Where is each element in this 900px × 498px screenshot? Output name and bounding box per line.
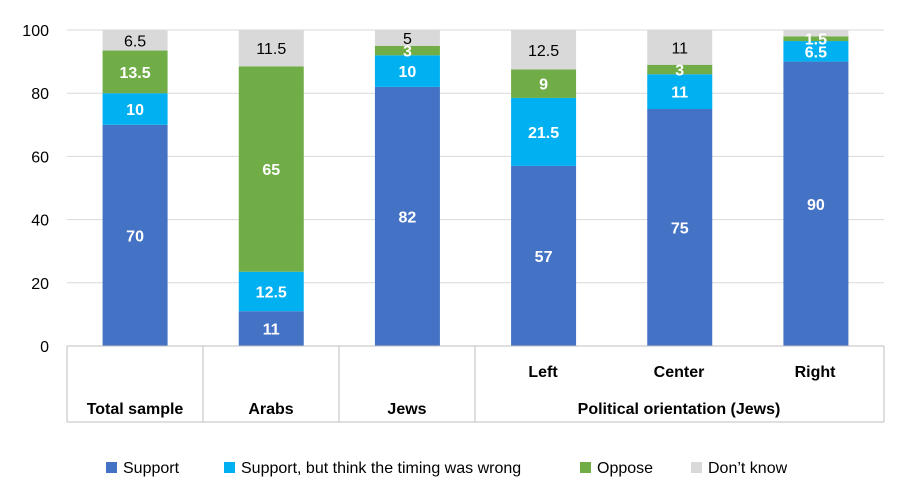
category-label-center: Center bbox=[654, 364, 705, 381]
bar-segment bbox=[102, 93, 168, 125]
data-label: 82 bbox=[399, 209, 417, 226]
data-label: 1.5 bbox=[805, 32, 827, 49]
data-label: 11 bbox=[263, 322, 280, 339]
legend-label: Don’t know bbox=[708, 460, 788, 477]
group-label-jews: Jews bbox=[387, 401, 426, 418]
legend-swatch bbox=[691, 462, 702, 473]
bar-segment bbox=[102, 50, 168, 94]
bar-segment bbox=[783, 36, 849, 42]
legend-swatch bbox=[224, 462, 235, 473]
y-tick-label: 20 bbox=[31, 276, 49, 293]
bar-segment bbox=[783, 61, 849, 346]
bar-segment bbox=[647, 64, 713, 75]
group-label-political-orientation: Political orientation (Jews) bbox=[578, 401, 781, 418]
legend-swatch bbox=[580, 462, 591, 473]
x-axis: Left Center Right Total sample Arabs Jew… bbox=[66, 345, 885, 423]
gridlines bbox=[67, 29, 884, 284]
bar-segment bbox=[647, 30, 713, 65]
group-label-total-sample: Total sample bbox=[87, 401, 184, 418]
data-label: 13.5 bbox=[120, 65, 151, 82]
bar-segment bbox=[647, 74, 713, 109]
y-axis-ticks: 0 20 40 60 80 100 bbox=[22, 23, 49, 356]
data-label: 6.5 bbox=[805, 44, 827, 61]
legend-label: Support bbox=[123, 460, 180, 477]
data-label: 65 bbox=[262, 162, 280, 179]
bar-segment bbox=[238, 66, 304, 272]
bar-segment bbox=[238, 311, 304, 346]
bar-segment bbox=[511, 69, 577, 98]
data-label: 3 bbox=[675, 63, 684, 80]
data-label: 10 bbox=[399, 64, 417, 81]
data-label: 11 bbox=[671, 85, 688, 102]
bar-segment bbox=[102, 30, 168, 51]
legend-label: Support, but think the timing was wrong bbox=[241, 460, 521, 477]
data-label: 3 bbox=[403, 44, 412, 61]
bar-segment bbox=[102, 124, 168, 346]
bar-segment bbox=[238, 30, 304, 67]
bar-segment bbox=[238, 271, 304, 312]
data-label: 9 bbox=[539, 77, 548, 94]
group-label-arabs: Arabs bbox=[248, 401, 293, 418]
bar-segment bbox=[783, 41, 849, 62]
bar-segment bbox=[511, 30, 577, 70]
data-label: 57 bbox=[535, 249, 553, 266]
legend-label: Oppose bbox=[597, 460, 653, 477]
bar-segment bbox=[374, 86, 440, 346]
bars bbox=[102, 30, 849, 346]
legend-swatch bbox=[106, 462, 117, 473]
bar-segment bbox=[783, 30, 849, 37]
data-label: 11.5 bbox=[256, 41, 286, 58]
bar-segment bbox=[647, 109, 713, 346]
data-label: 70 bbox=[126, 228, 144, 245]
legend: Support Support, but think the timing was… bbox=[106, 460, 788, 477]
bar-segment bbox=[511, 97, 577, 166]
y-tick-label: 80 bbox=[31, 86, 49, 103]
y-tick-label: 60 bbox=[31, 149, 49, 166]
data-label: 12.5 bbox=[528, 43, 559, 60]
bar-segment bbox=[374, 45, 440, 56]
bar-segment bbox=[511, 165, 577, 346]
data-label: 90 bbox=[807, 197, 825, 214]
data-labels: 701013.56.51112.56511.58210355721.5912.5… bbox=[120, 31, 828, 339]
y-tick-label: 40 bbox=[31, 213, 49, 230]
category-label-left: Left bbox=[528, 364, 558, 381]
category-label-right: Right bbox=[795, 364, 837, 381]
y-tick-label: 0 bbox=[40, 339, 49, 356]
data-label: 10 bbox=[126, 102, 144, 119]
data-label: 75 bbox=[671, 221, 689, 238]
bar-segment bbox=[374, 30, 440, 46]
data-label: 12.5 bbox=[256, 284, 287, 301]
bar-segment bbox=[374, 55, 440, 87]
data-label: 21.5 bbox=[528, 125, 559, 142]
data-label: 6.5 bbox=[124, 33, 146, 50]
data-label: 11 bbox=[671, 40, 688, 57]
data-label: 5 bbox=[403, 31, 412, 48]
y-tick-label: 100 bbox=[22, 23, 49, 40]
